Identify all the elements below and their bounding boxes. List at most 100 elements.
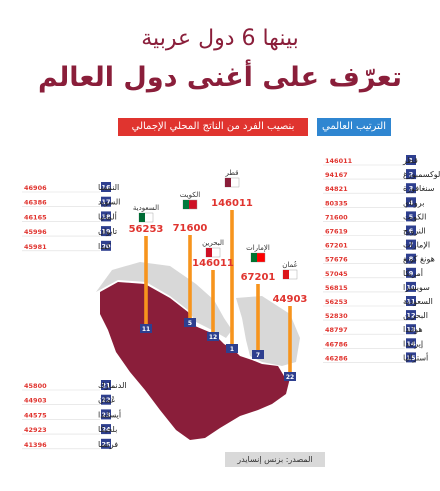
bar-value-label: 146011 <box>211 198 253 209</box>
country-name: النمسا <box>98 183 119 192</box>
country-name: ألمانيا <box>98 211 117 221</box>
rank-box <box>101 380 111 390</box>
country-name: سويسرا <box>403 283 430 292</box>
rank-box <box>406 324 416 335</box>
bar-country-name: السعودية <box>133 204 159 212</box>
bar-rank-number: 11 <box>142 326 150 333</box>
rank-box <box>406 169 416 180</box>
country-name: لوكسمبورغ <box>403 170 440 179</box>
rank-number: 9 <box>409 269 414 277</box>
bar-country-name: عُمان <box>282 260 298 269</box>
source-badge: المصدر: بزنس إنسايدر <box>225 452 325 467</box>
gdp-value: 44903 <box>24 397 47 405</box>
bar-value-label: 44903 <box>273 294 308 305</box>
rank-number: 20 <box>101 242 111 250</box>
bar-country-name: البحرين <box>202 239 224 247</box>
rank-number: 13 <box>406 326 415 334</box>
rank-number: 3 <box>409 185 414 193</box>
bar-value-label: 71600 <box>173 223 208 234</box>
rank-box <box>406 338 416 349</box>
gdp-value: 45996 <box>24 228 47 236</box>
rank-number: 11 <box>406 298 416 306</box>
bar-rank-number: 1 <box>230 346 234 353</box>
rank-box <box>406 296 416 306</box>
rank-number: 2 <box>409 171 414 179</box>
title-line-1: بينها 6 دول عربية <box>141 26 299 51</box>
country-bars: 1 146011 قطر 5 71600 الكويت 12 146011 البحرين 11 5… <box>129 169 308 381</box>
country-name: تايوان <box>98 227 117 236</box>
neighbouring-land <box>96 262 232 338</box>
rank-number: 23 <box>101 411 110 419</box>
country-name: البحرين <box>403 311 428 320</box>
ranking-label-badge: الترتيب العالمي <box>317 118 391 136</box>
bar-rank-number: 5 <box>188 320 192 327</box>
country-name: الإمارات <box>403 241 430 251</box>
gdp-value: 46786 <box>325 340 348 348</box>
gdp-value: 80335 <box>325 199 348 207</box>
rank-number: 14 <box>406 340 416 348</box>
country-name: هونغ كونغ <box>403 255 435 264</box>
subtitle-badge: بنصيب الفرد من الناتج المحلي الإجمالي با… <box>118 118 308 150</box>
rank-box <box>406 253 416 264</box>
bar-rank-box <box>284 372 296 381</box>
rank-box <box>101 240 111 251</box>
rank-box <box>101 394 111 405</box>
rank-number: 18 <box>101 213 111 221</box>
country-name: أمريكا <box>403 268 423 278</box>
gdp-value: 56253 <box>325 298 348 306</box>
gdp-value: 41396 <box>24 441 47 449</box>
rank-box <box>406 197 416 208</box>
rank-box <box>101 438 111 449</box>
country-name: بروناي <box>403 198 424 207</box>
gdp-value: 48797 <box>325 326 348 334</box>
rank-number: 16 <box>101 184 111 192</box>
rank-number: 19 <box>101 228 111 236</box>
flag-icon-band <box>251 253 257 262</box>
gdp-value: 67201 <box>325 242 348 250</box>
gdp-value: 57045 <box>325 270 348 278</box>
rank-number: 24 <box>101 426 111 434</box>
gdp-value: 45981 <box>24 243 47 251</box>
country-name: الكويت <box>403 212 426 221</box>
rank-number: 6 <box>409 227 414 235</box>
bar-rank-box <box>207 332 219 341</box>
country-name: هولندا <box>403 325 423 334</box>
rank-box <box>101 409 111 420</box>
country-name: السعودية <box>403 297 433 306</box>
flag-icon-band <box>183 200 189 209</box>
gdp-value: 44575 <box>24 411 47 419</box>
rank-number: 8 <box>409 255 414 263</box>
rank-box <box>101 424 111 435</box>
bar-rank-box <box>140 324 152 333</box>
country-name: أيسلندا <box>98 409 121 419</box>
bar-value-label: 67201 <box>241 272 276 283</box>
rank-box <box>406 239 416 250</box>
rank-box <box>406 281 416 292</box>
country-name: عُمان <box>98 396 116 405</box>
gdp-value: 52830 <box>325 312 348 320</box>
country-name: الدنمارك <box>98 381 127 390</box>
rank-number: 25 <box>101 440 111 448</box>
rank-number: 17 <box>101 198 110 206</box>
gdp-value: 94167 <box>325 171 348 179</box>
rank-number: 10 <box>406 283 416 291</box>
bar-rank-number: 22 <box>286 374 294 381</box>
rank-box <box>101 226 111 237</box>
bar-rank-box <box>184 318 196 327</box>
flag-icon-band <box>225 178 231 187</box>
rank-box <box>406 155 416 165</box>
bar-value-label: 56253 <box>129 224 164 235</box>
flag-icon-band <box>139 213 145 222</box>
gdp-value: 146011 <box>325 157 353 165</box>
title-line-2: تعرّف على أغنى دول العالم <box>37 62 403 93</box>
gdp-value: 42923 <box>24 426 47 434</box>
bar-country-name: قطر <box>225 169 239 177</box>
bar-rank-box <box>226 344 238 353</box>
rank-number: 4 <box>409 199 414 207</box>
country-name: قطر <box>402 156 418 165</box>
rank-number: 1 <box>409 157 414 165</box>
rank-number: 7 <box>409 241 414 249</box>
